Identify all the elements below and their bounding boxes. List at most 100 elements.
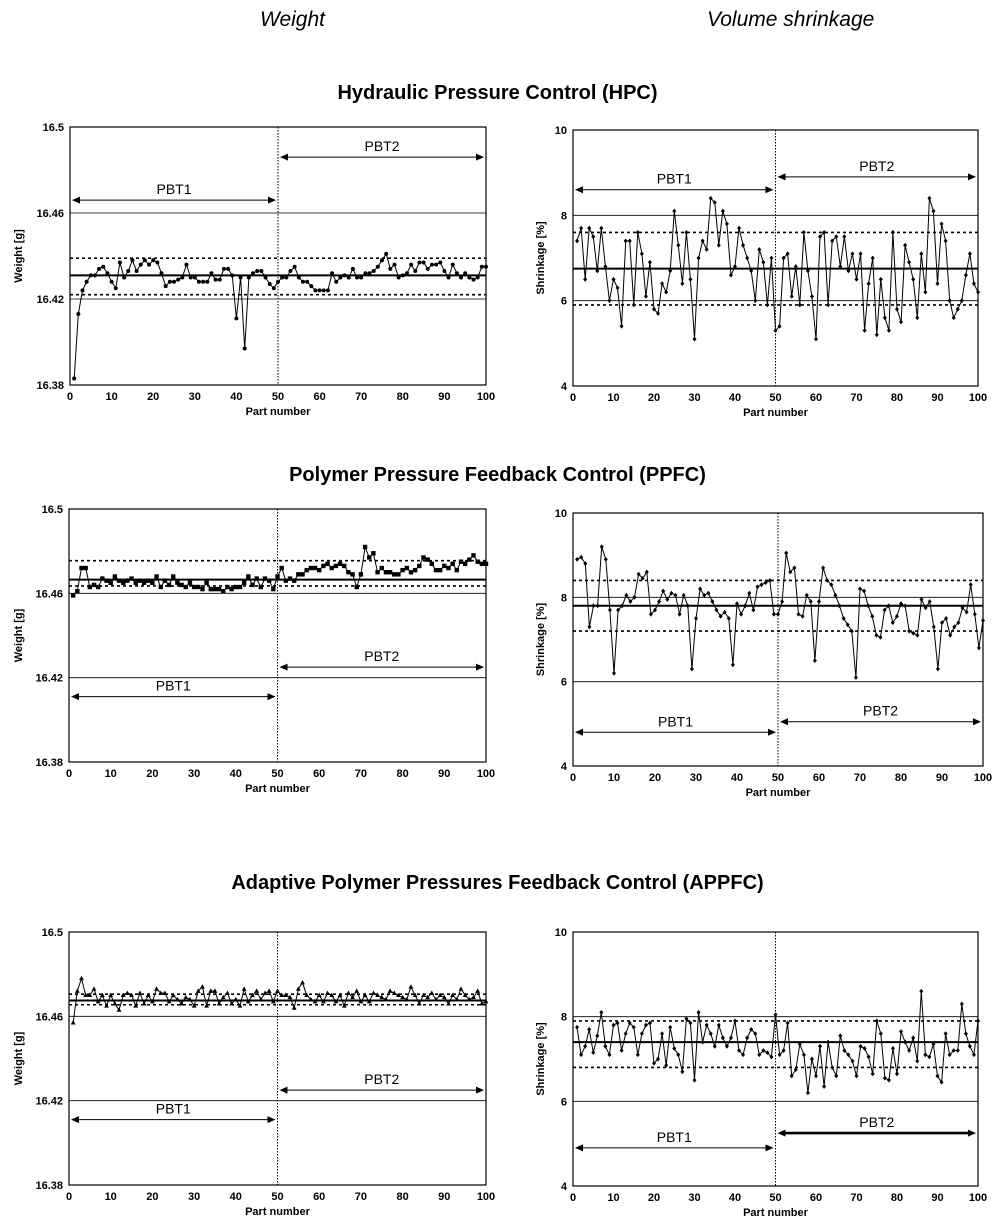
data-point [785, 1020, 790, 1026]
data-point [409, 262, 414, 267]
x-tick-label: 90 [936, 772, 948, 784]
data-point [866, 603, 871, 609]
data-point [981, 618, 985, 623]
data-point [312, 998, 318, 1004]
data-point [656, 1056, 661, 1062]
data-point [854, 276, 859, 282]
data-point [329, 992, 335, 998]
data-point [720, 1035, 725, 1041]
data-point [784, 550, 789, 556]
data-point [809, 1056, 814, 1062]
x-axis-label: Part number [746, 787, 812, 799]
data-point [438, 260, 443, 265]
data-point [716, 242, 721, 248]
data-point [483, 561, 489, 567]
data-point [158, 990, 164, 995]
data-point [166, 998, 172, 1004]
data-point [623, 238, 628, 244]
data-point [254, 988, 260, 993]
data-point [125, 578, 130, 583]
data-point [882, 1075, 887, 1081]
y-tick-label: 16.46 [36, 208, 64, 220]
data-point [669, 590, 674, 596]
data-point [890, 620, 895, 626]
data-point [134, 269, 139, 274]
data-point [367, 271, 372, 276]
data-point [967, 251, 972, 257]
data-point [262, 576, 268, 581]
data-point [413, 269, 418, 274]
y-tick-label: 6 [561, 677, 567, 689]
arrow-head-right [476, 1086, 484, 1094]
data-point [129, 576, 134, 581]
x-tick-label: 40 [729, 1192, 741, 1204]
arrow-head-right [765, 1144, 774, 1152]
y-tick-label: 16.38 [35, 1180, 63, 1192]
data-point [728, 272, 733, 278]
data-point [266, 578, 272, 583]
data-point [104, 578, 109, 583]
x-axis-label: Part number [245, 1206, 311, 1218]
data-point [166, 582, 172, 588]
data-point [80, 288, 85, 293]
data-point [383, 996, 389, 1002]
data-point [923, 289, 928, 295]
x-tick-label: 100 [969, 392, 987, 404]
batch-label: PBT1 [658, 713, 693, 729]
data-point [175, 996, 180, 1002]
data-point [767, 578, 772, 583]
x-tick-label: 20 [648, 1192, 660, 1204]
data-point [853, 675, 858, 680]
data-point [785, 251, 790, 257]
arrow-head-right [476, 663, 484, 671]
data-point [733, 1018, 737, 1024]
data-point [923, 1052, 928, 1058]
data-point [627, 238, 632, 244]
data-point [167, 279, 172, 284]
data-point [350, 994, 355, 1000]
data-point [120, 992, 126, 998]
arrow-head-right [968, 1129, 976, 1137]
data-point [471, 553, 476, 558]
data-point [245, 998, 251, 1004]
data-point [350, 266, 355, 271]
data-point [204, 580, 209, 585]
data-point [895, 306, 899, 312]
data-point [325, 561, 330, 567]
data-point [88, 273, 93, 278]
data-point [579, 554, 584, 560]
data-point [976, 645, 981, 651]
y-tick-label: 16.46 [35, 588, 63, 600]
data-point [404, 565, 409, 571]
data-point [830, 238, 835, 244]
data-point [429, 990, 435, 995]
data-point [749, 268, 754, 274]
data-point [676, 242, 681, 248]
x-tick-label: 80 [891, 1192, 903, 1204]
data-point [284, 275, 289, 280]
x-tick-label: 70 [850, 392, 862, 404]
data-point [76, 312, 81, 317]
data-point [95, 998, 101, 1004]
data-point [700, 1039, 705, 1045]
data-point [392, 572, 397, 577]
batch-label: PBT2 [364, 1071, 399, 1087]
data-point [263, 275, 268, 280]
y-tick-label: 16.42 [35, 673, 63, 685]
data-point [718, 613, 723, 619]
data-point [146, 578, 151, 583]
data-point [329, 565, 334, 571]
data-point [603, 264, 608, 269]
data-point [619, 323, 624, 329]
data-point [631, 1024, 636, 1030]
data-point [599, 225, 604, 231]
data-point [171, 574, 176, 579]
data-point [308, 996, 314, 1002]
x-tick-label: 50 [769, 392, 781, 404]
y-tick-label: 8 [561, 1012, 567, 1024]
y-tick-label: 16.5 [43, 122, 64, 134]
data-point [387, 570, 393, 575]
data-point [104, 1003, 109, 1008]
data-point [632, 594, 637, 600]
y-tick-label: 4 [561, 381, 568, 393]
